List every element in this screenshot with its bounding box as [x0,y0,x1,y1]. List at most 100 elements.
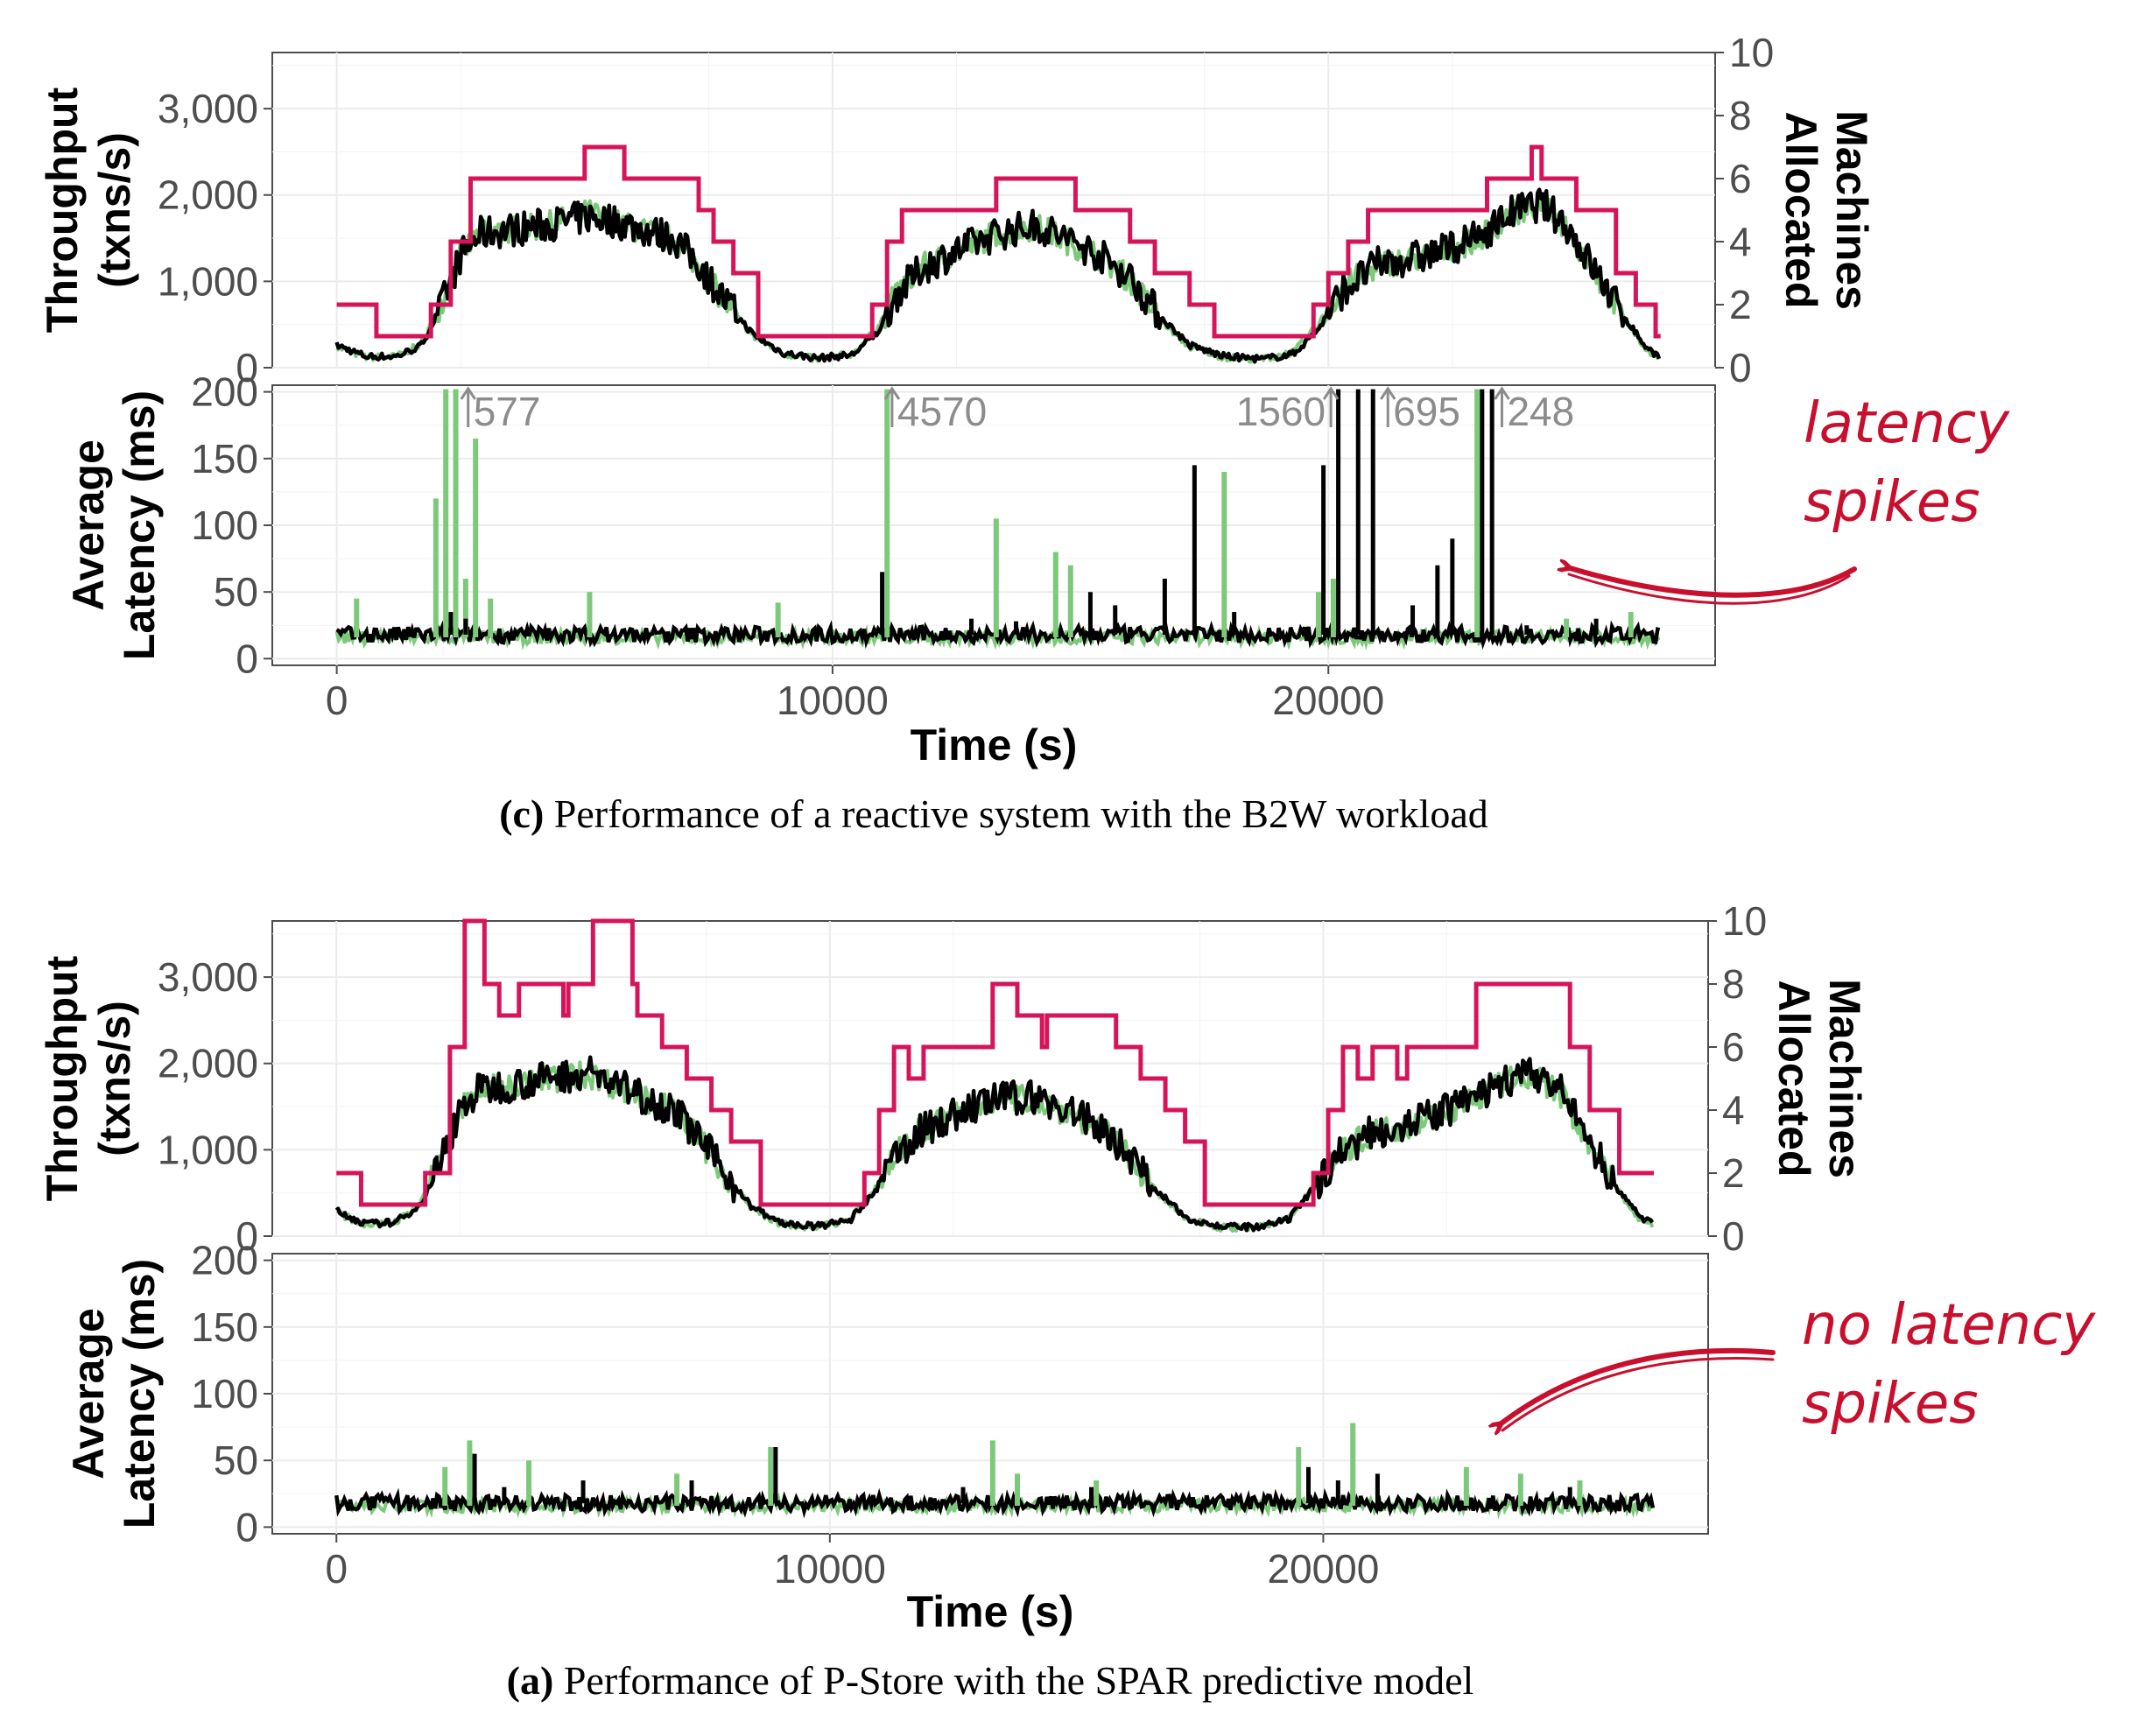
y-tick-label: 3,000 [158,86,258,131]
y2-tick-label: 8 [1729,93,1752,138]
throughput-ylabel-line1: Throughput [38,955,87,1201]
x-tick-label: 10000 [777,678,889,723]
y-tick-label: 200 [191,369,258,415]
throughput-actual-line [334,1055,1655,1233]
y-tick-label: 0 [236,345,258,390]
y-tick-label: 0 [236,1504,258,1550]
y-ticks-left: 0 50 100 150 200 [191,1238,272,1550]
caption-a-letter: (a) [507,1658,554,1703]
offscale-arrowhead [1494,386,1510,400]
latency-ylabel-line1: Average [64,439,113,610]
y-tick-label: 0 [236,636,258,681]
y2-tick-label: 6 [1729,156,1752,201]
annotation-a-line1: no latency [1802,1293,2096,1358]
caption-c-letter: (c) [499,791,544,836]
throughput-ylabel-line2: (txns/s) [90,1001,139,1156]
x-ticks: 0 10000 20000 [326,665,1384,723]
y-tick-label: 1,000 [158,258,258,304]
machines-allocated-line [336,918,1655,1207]
machines-allocated-line [336,144,1661,339]
series-group [334,389,1661,651]
y-ticks-left: 0 50 100 150 200 [191,369,272,681]
y2-tick-label: 0 [1722,1213,1745,1259]
x-axis-title-a: Time (s) [907,1587,1074,1636]
y-tick-label: 200 [191,1238,258,1283]
y-ticks-left: 0 1,000 2,000 3,000 [158,86,272,390]
x-tick-label: 10000 [774,1546,886,1592]
y-ticks-right: 0 2 4 6 8 10 [1708,898,1767,1259]
latency-panel-a: 0 50 100 150 200 0 10000 20000 Average Latency… [64,1238,1709,1592]
machines-ylabel-line1: Machines [1820,979,1869,1178]
caption-c-text: Performance of a reactive system with th… [544,791,1488,836]
offscale-label: 1560 [1236,389,1326,434]
series-group [334,144,1662,364]
throughput-ylabel-line1: Throughput [38,87,87,333]
x-tick-label: 0 [326,678,348,723]
annotation-a-arrow [1499,1347,1776,1425]
offscale-arrowhead [883,386,901,400]
y2-tick-label: 10 [1729,30,1774,75]
x-tick-label: 0 [325,1546,348,1592]
y-tick-label: 3,000 [158,954,258,1000]
y-tick-label: 50 [214,1437,258,1483]
annotation-c-line2: spikes [1804,470,1980,535]
y2-tick-label: 0 [1729,345,1752,390]
caption-a-text: Performance of P-Store with the SPAR pre… [553,1658,1473,1703]
offscale-label: 4570 [897,389,987,434]
latency-ylabel-line1: Average [64,1308,113,1479]
caption-a: (a) Performance of P-Store with the SPAR… [507,1658,1474,1703]
offscale-label: 248 [1507,389,1574,434]
throughput-panel-a: 0 1,000 2,000 3,000 0 2 4 6 8 10 Throughput (txn… [38,898,1869,1259]
y2-tick-label: 2 [1729,282,1752,327]
y2-tick-label: 4 [1729,219,1752,264]
y2-tick-label: 4 [1722,1087,1745,1133]
annotation-c-arrow [1567,567,1857,598]
latency-ylabel-line2: Latency (ms) [115,390,164,660]
annotation-c-line1: latency [1804,391,2010,456]
throughput-ylabel-line2: (txns/s) [90,132,139,288]
x-ticks: 0 10000 20000 [325,1534,1379,1592]
throughput-actual-line [334,187,1662,364]
y-tick-label: 50 [214,569,258,615]
series-group [334,1423,1656,1520]
offscale-arrowhead [1322,386,1340,400]
y-tick-label: 100 [191,503,258,548]
figure-c: 0 1,000 2,000 3,000 0 2 4 6 8 10 Throughput (txn… [38,30,2010,836]
offscale-arrowhead [460,386,476,400]
y-tick-label: 0 [236,1213,258,1259]
y2-tick-label: 10 [1722,898,1767,944]
throughput-panel-c: 0 1,000 2,000 3,000 0 2 4 6 8 10 Throughput (txn… [38,30,1876,390]
y-tick-label: 1,000 [158,1127,258,1172]
y-ticks-left: 0 1,000 2,000 3,000 [158,954,272,1259]
machines-ylabel-line2: Allocated [1769,980,1818,1177]
latency-panel-c: 0 50 100 150 200 577 4570 1560 695 248 0 10000 200… [64,369,1716,723]
y-tick-label: 2,000 [158,1041,258,1086]
caption-c: (c) Performance of a reactive system wit… [499,791,1488,836]
offscale-label: 695 [1393,389,1460,434]
machines-ylabel-line1: Machines [1827,110,1876,310]
figure-a: 0 1,000 2,000 3,000 0 2 4 6 8 10 Throughput (txn… [38,898,2096,1703]
latency-ylabel-line2: Latency (ms) [115,1259,164,1529]
annotation-latency-spikes: latency spikes [1567,391,2010,605]
y-tick-label: 150 [191,436,258,481]
y-tick-label: 150 [191,1304,258,1350]
x-tick-label: 20000 [1267,1546,1379,1592]
machines-ylabel-line2: Allocated [1776,111,1825,308]
x-tick-label: 20000 [1272,678,1384,723]
y2-tick-label: 6 [1722,1024,1745,1070]
grid-lines [272,921,1708,1237]
series-group [334,918,1655,1233]
grid-lines [272,1254,1708,1534]
offscale-labels: 577 4570 1560 695 248 [460,386,1574,434]
y-ticks-right: 0 2 4 6 8 10 [1715,30,1774,390]
y2-tick-label: 8 [1722,961,1745,1007]
annotation-no-latency-spikes: no latency spikes [1499,1293,2096,1437]
offscale-arrowhead [1379,386,1396,400]
annotation-a-line2: spikes [1802,1372,1979,1437]
y-tick-label: 2,000 [158,172,258,218]
y-tick-label: 100 [191,1371,258,1416]
offscale-label: 577 [474,389,541,434]
x-axis-title-c: Time (s) [911,720,1078,770]
y2-tick-label: 2 [1722,1150,1745,1196]
